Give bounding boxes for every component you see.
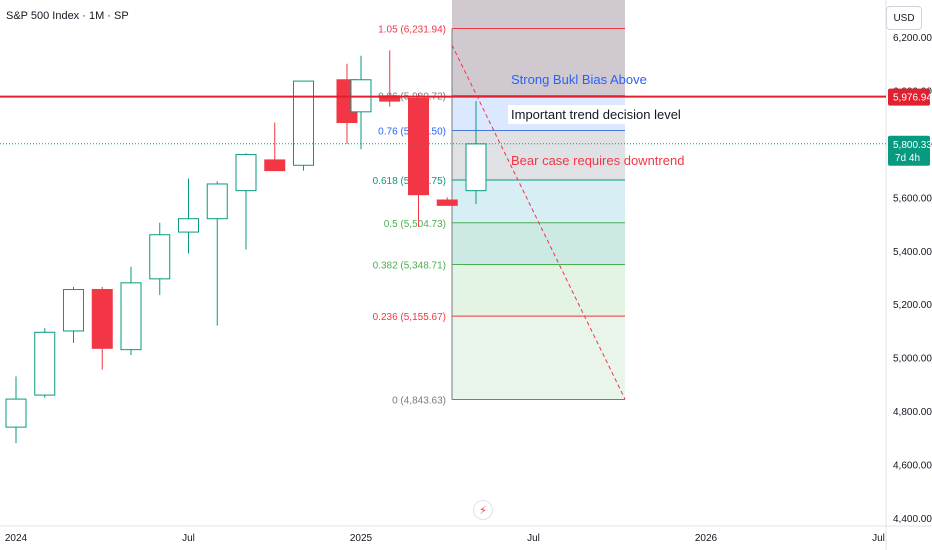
candle-body: [91, 289, 113, 349]
fib-level-label: 0.382 (5,348.71): [373, 260, 446, 271]
fib-level-label: 0.236 (5,155.67): [373, 312, 446, 323]
y-tick-label: 5,400.00: [893, 247, 932, 258]
candle-body: [120, 282, 142, 351]
candle-body: [206, 183, 228, 220]
currency-button[interactable]: USD: [886, 6, 922, 30]
red-level-price-label: 5,976.94: [893, 93, 932, 104]
x-tick-label: 2024: [5, 533, 28, 544]
x-tick-label: Jul: [182, 533, 195, 544]
candle-body: [63, 289, 84, 332]
candle-body: [465, 143, 487, 192]
x-tick-label: 2025: [350, 533, 373, 544]
red-level-price-label-bg: [888, 88, 930, 106]
bear-trend-line: [451, 44, 626, 400]
fib-level-label: 0.5 (5,504.73): [384, 219, 446, 230]
candle-body: [436, 199, 458, 206]
candle-body: [293, 80, 314, 166]
decision-annotation: Important trend decision level: [511, 107, 681, 122]
bullish-annotation: Strong Bukl Bias Above: [511, 72, 647, 87]
fib-zone: [452, 264, 625, 317]
y-tick-label: 4,600.00: [893, 461, 932, 472]
y-tick-label: 4,400.00: [893, 514, 932, 525]
candle-body: [34, 331, 56, 396]
bear-annotation: Bear case requires downtrend: [511, 153, 684, 168]
y-tick-label: 5,200.00: [893, 300, 932, 311]
y-tick-label: 4,800.00: [893, 407, 932, 418]
y-tick-label: 5,600.00: [893, 193, 932, 204]
lightning-bolt-icon[interactable]: ⚡: [473, 500, 493, 520]
current-price-label-countdown: 7d 4h: [895, 153, 920, 164]
x-tick-label: Jul: [527, 533, 540, 544]
x-tick-label: Jul: [872, 533, 885, 544]
fib-zone: [452, 0, 625, 96]
candle-body: [264, 159, 286, 172]
symbol-title[interactable]: S&P 500 Index · 1M · SP: [6, 10, 129, 22]
candle-body: [178, 218, 199, 233]
candle-body: [235, 154, 257, 192]
decision-annotation-bg: [508, 105, 684, 124]
y-tick-label: 6,200.00: [893, 33, 932, 44]
candle-body: [5, 398, 27, 428]
current-price-label: 5,800.33: [893, 140, 932, 151]
x-tick-label: 2026: [695, 533, 718, 544]
fib-zone: [452, 316, 625, 400]
candle-body: [149, 234, 171, 280]
candle-body: [408, 97, 429, 196]
fib-level-label: 0 (4,843.63): [392, 395, 446, 406]
fib-zone: [452, 222, 625, 265]
y-tick-label: 5,000.00: [893, 354, 932, 365]
current-price-label-bg: [888, 135, 930, 166]
fib-level-label: 1.05 (6,231.94): [378, 24, 446, 35]
